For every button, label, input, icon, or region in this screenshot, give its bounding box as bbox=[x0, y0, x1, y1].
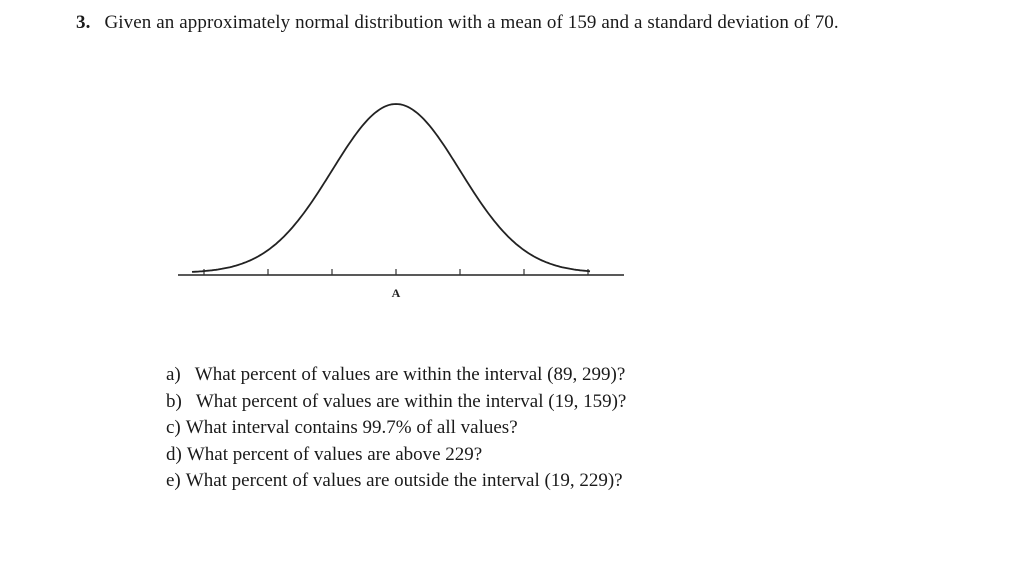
question-letter: b) bbox=[166, 390, 182, 412]
question-a: a) What percent of values are within the … bbox=[166, 362, 626, 389]
question-b: b) What percent of values are within the … bbox=[166, 389, 626, 416]
normal-curve-figure: A bbox=[178, 103, 624, 300]
question-letter: a) bbox=[166, 364, 181, 385]
question-e: e) What percent of values are outside the… bbox=[166, 468, 626, 495]
question-d: d) What percent of values are above 229? bbox=[166, 442, 626, 469]
question-text: What percent of values are within the in… bbox=[195, 390, 627, 412]
question-list: a) What percent of values are within the … bbox=[166, 362, 626, 495]
problem-statement: 3. Given an approximately normal distribu… bbox=[76, 12, 839, 34]
problem-number: 3. bbox=[76, 12, 91, 33]
normal-curve-svg: A bbox=[178, 103, 624, 300]
question-c: c) What interval contains 99.7% of all va… bbox=[166, 415, 626, 442]
question-text: What percent of values are outside the i… bbox=[185, 470, 623, 491]
bell-curve bbox=[191, 103, 591, 273]
question-letter: e) bbox=[166, 470, 181, 491]
problem-text: Given an approximately normal distributi… bbox=[104, 12, 839, 33]
question-text: What percent of values are within the in… bbox=[194, 364, 626, 385]
question-text: What interval contains 99.7% of all valu… bbox=[185, 417, 518, 438]
question-letter: c) bbox=[166, 417, 181, 438]
question-letter: d) bbox=[166, 443, 182, 465]
question-text: What percent of values are above 229? bbox=[186, 443, 483, 465]
axis-ticks bbox=[203, 269, 589, 275]
center-label: A bbox=[392, 286, 401, 300]
